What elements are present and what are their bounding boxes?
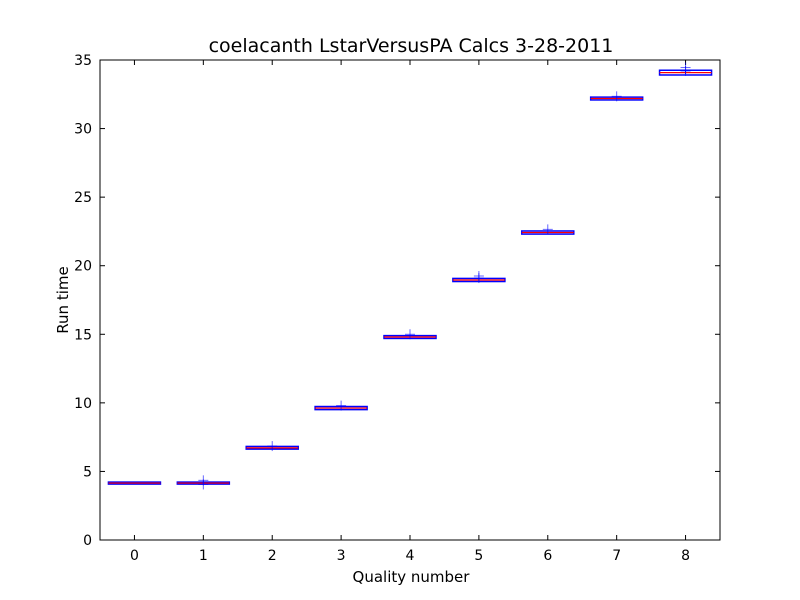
y-tick-label: 20 xyxy=(74,259,92,275)
x-tick-label: 3 xyxy=(337,548,346,564)
x-tick-label: 2 xyxy=(268,548,277,564)
y-tick-label: 10 xyxy=(74,396,92,412)
y-tick-label: 30 xyxy=(74,122,92,138)
axes-frame xyxy=(99,59,721,541)
chart-title: coelacanth LstarVersusPA Calcs 3-28-2011 xyxy=(209,35,614,57)
y-tick-label: 0 xyxy=(83,533,92,549)
plot-area: 0 5 10 15 20 25 30 35 0 1 2 3 4 5 6 7 8 xyxy=(74,53,721,564)
y-tick-label: 25 xyxy=(74,190,92,206)
y-axis-label: Run time xyxy=(54,266,72,333)
x-tick-label: 0 xyxy=(130,548,139,564)
x-axis-label: Quality number xyxy=(353,568,471,586)
x-tick-label: 1 xyxy=(199,548,208,564)
y-tick-label: 35 xyxy=(74,53,92,69)
x-tick-label: 5 xyxy=(474,548,483,564)
x-tick-label: 8 xyxy=(681,548,690,564)
x-tick-label: 4 xyxy=(406,548,415,564)
y-tick-label: 5 xyxy=(83,464,92,480)
x-tick-label: 7 xyxy=(612,548,621,564)
y-tick-label: 15 xyxy=(74,327,92,343)
x-tick-label: 6 xyxy=(543,548,552,564)
